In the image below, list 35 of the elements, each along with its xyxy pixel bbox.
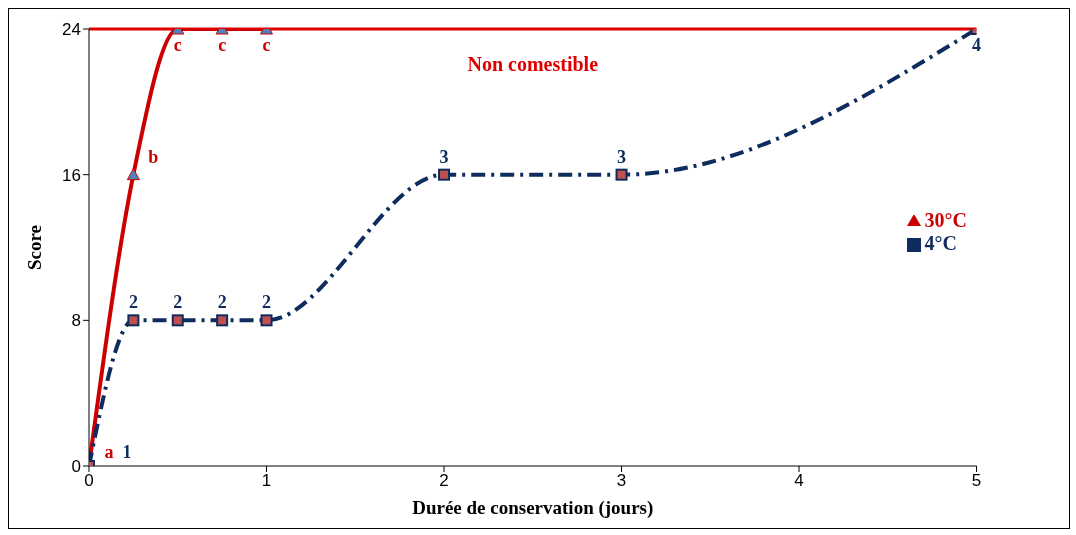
x-tick-label: 5 xyxy=(971,471,982,491)
annotation: b xyxy=(148,146,159,167)
x-tick-label: 4 xyxy=(794,471,804,491)
annotation: 2 xyxy=(217,292,227,313)
point xyxy=(126,168,140,181)
x-tick-label: 1 xyxy=(261,471,272,491)
x-tick-label: 0 xyxy=(84,471,94,491)
x-axis-title: Durée de conservation (jours) xyxy=(412,497,654,519)
annotation: c xyxy=(218,35,227,55)
legend-label: 30°C xyxy=(924,209,967,231)
legend-label: 4°C xyxy=(924,232,957,254)
x-tick-label: 2 xyxy=(439,471,449,491)
annotation: 2 xyxy=(262,292,272,313)
annotation: 3 xyxy=(617,146,627,167)
y-tick-label: 0 xyxy=(71,457,81,477)
annotation: a xyxy=(104,442,114,462)
annotation: 2 xyxy=(128,292,138,313)
annotation: c xyxy=(173,35,182,55)
annotation: 4 xyxy=(972,35,982,55)
ref-line-label: Non comestible xyxy=(467,53,599,75)
point xyxy=(171,314,184,327)
point xyxy=(127,314,140,327)
point xyxy=(615,168,628,181)
x-tick-label: 3 xyxy=(616,471,627,491)
y-tick-label: 8 xyxy=(71,311,81,331)
annotation: c xyxy=(262,35,271,55)
y-tick-label: 24 xyxy=(62,20,81,40)
point xyxy=(260,314,273,327)
point xyxy=(216,314,229,327)
y-tick-label: 16 xyxy=(62,165,81,185)
annotation: 3 xyxy=(439,146,449,167)
annotation: 2 xyxy=(173,292,183,313)
point xyxy=(438,168,451,181)
y-axis-title: Score xyxy=(23,224,45,271)
annotation: 1 xyxy=(122,442,132,462)
